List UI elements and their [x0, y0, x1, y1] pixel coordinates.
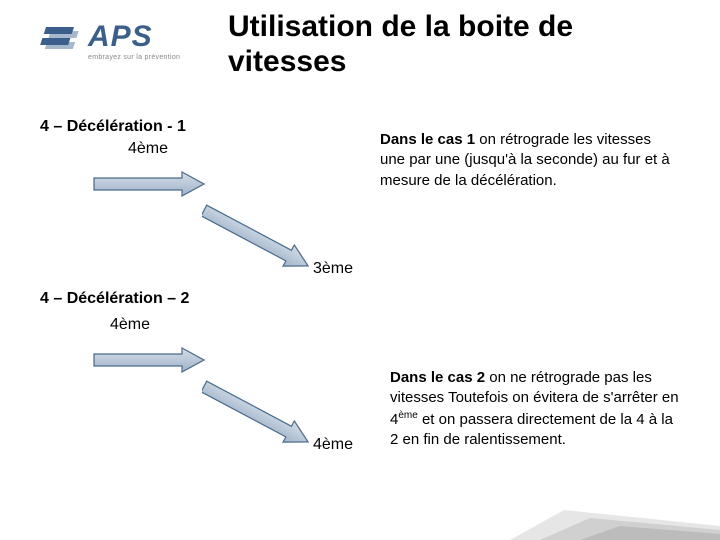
section2-body-sup: ème — [398, 410, 417, 421]
logo-text: APS — [88, 20, 153, 54]
section2-heading: 4 – Décélération – 2 — [40, 290, 189, 308]
logo-bars-icon — [36, 27, 86, 63]
section2-body-rest2: et on passera directement de la 4 à la 2… — [390, 411, 673, 448]
arrow-1-icon — [90, 168, 210, 200]
page-title: Utilisation de la boite de vitesses — [228, 10, 688, 79]
section1-body: Dans le cas 1 on rétrograde les vitesses… — [380, 130, 680, 191]
arrow-3-icon — [90, 344, 210, 376]
section2-gear-start: 4ème — [110, 316, 150, 334]
corner-decoration-icon — [510, 470, 720, 540]
logo: APS embrayez sur la prévention — [32, 18, 202, 73]
section1-heading: 4 – Décélération - 1 — [40, 118, 186, 136]
section1-gear-mid: 3ème — [313, 260, 353, 278]
section1-body-bold: Dans le cas 1 — [380, 131, 475, 148]
logo-tagline: embrayez sur la prévention — [88, 54, 180, 61]
section2-gear-mid: 4ème — [313, 436, 353, 454]
section2-body-bold: Dans le cas 2 — [390, 369, 485, 386]
section1-gear-start: 4ème — [128, 140, 168, 158]
section2-body: Dans le cas 2 on ne rétrograde pas les v… — [390, 368, 685, 450]
